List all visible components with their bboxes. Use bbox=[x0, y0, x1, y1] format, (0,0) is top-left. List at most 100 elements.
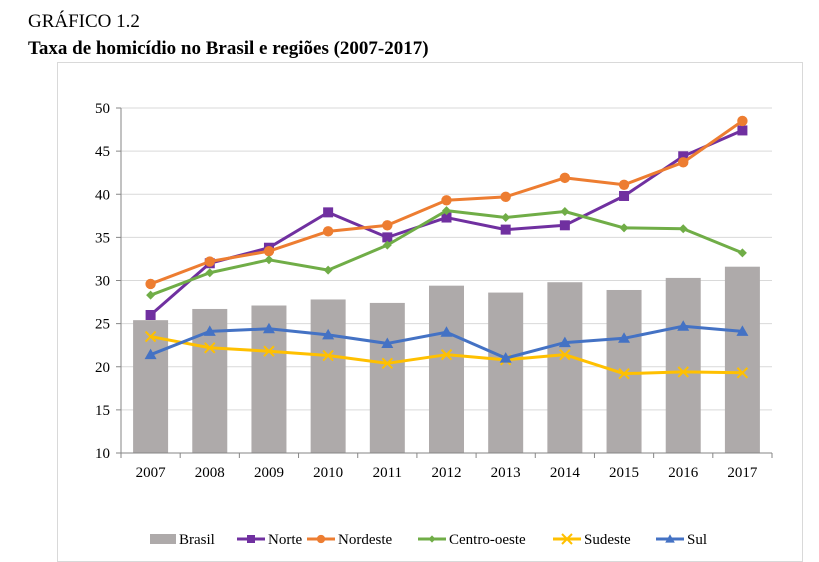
y-tick-label: 25 bbox=[95, 317, 110, 333]
y-tick-label: 15 bbox=[95, 403, 110, 419]
point-nordeste-2015 bbox=[618, 179, 630, 190]
point-sudeste-2008 bbox=[204, 342, 216, 354]
point-sul-2016 bbox=[677, 320, 690, 331]
point-centro-oeste-2016 bbox=[678, 224, 688, 234]
point-nordeste-2013 bbox=[500, 191, 511, 203]
point-nordeste-2014 bbox=[559, 172, 571, 184]
point-sudeste-2017 bbox=[736, 367, 749, 379]
bar-brasil-2013 bbox=[488, 292, 524, 453]
x-tick-label: 2016 bbox=[668, 465, 699, 481]
legend-marker-nordeste bbox=[316, 534, 326, 544]
legend-item-norte: Norte bbox=[237, 532, 302, 548]
point-sul-2011 bbox=[381, 337, 394, 348]
x-tick-label: 2008 bbox=[195, 465, 225, 481]
legend-swatch-brasil bbox=[150, 534, 176, 544]
y-axis-ticks: 10 15 20 25 30 35 40 45 50 bbox=[95, 101, 121, 462]
figure-caption: GRÁFICO 1.2 bbox=[28, 11, 140, 32]
x-tick-label: 2013 bbox=[491, 465, 521, 481]
point-norte-2007 bbox=[145, 310, 156, 320]
point-sudeste-2010 bbox=[322, 349, 334, 362]
legend-label-norte: Norte bbox=[268, 532, 302, 548]
point-sudeste-2015 bbox=[618, 367, 630, 380]
point-norte-2010 bbox=[323, 207, 334, 218]
point-nordeste-2012 bbox=[441, 195, 452, 206]
point-sudeste-2009 bbox=[263, 345, 275, 357]
bar-brasil-2011 bbox=[369, 302, 405, 453]
legend-marker-centro-oeste bbox=[428, 535, 436, 543]
point-norte-2017 bbox=[737, 125, 748, 136]
legend-label-nordeste: Nordeste bbox=[338, 532, 392, 548]
legend-item-nordeste: Nordeste bbox=[307, 532, 392, 548]
legend-marker-norte bbox=[247, 535, 255, 543]
legend: Brasil Norte Nordeste Centro-oeste Sudeste Su… bbox=[150, 532, 707, 548]
point-sul-2015 bbox=[618, 332, 631, 343]
point-nordeste-2016 bbox=[678, 157, 689, 168]
point-nordeste-2010 bbox=[322, 226, 334, 237]
x-tick-label: 2007 bbox=[136, 465, 167, 481]
legend-label-brasil: Brasil bbox=[179, 532, 215, 548]
point-sudeste-2014 bbox=[559, 348, 571, 361]
point-sul-2007 bbox=[144, 348, 157, 360]
legend-label-centro-oeste: Centro-oeste bbox=[449, 532, 526, 548]
y-tick-label: 10 bbox=[95, 446, 110, 462]
point-centro-oeste-2007 bbox=[146, 290, 156, 300]
x-tick-label: 2015 bbox=[609, 465, 639, 481]
bar-brasil-2017 bbox=[724, 266, 760, 453]
point-nordeste-2007 bbox=[145, 278, 156, 290]
legend-item-sul: Sul bbox=[656, 532, 707, 548]
point-norte-2015 bbox=[619, 190, 630, 201]
point-sul-2012 bbox=[440, 326, 453, 337]
point-centro-oeste-2010 bbox=[323, 265, 333, 275]
point-centro-oeste-2013 bbox=[501, 213, 511, 223]
point-centro-oeste-2011 bbox=[382, 240, 392, 250]
point-sul-2017 bbox=[736, 325, 749, 336]
x-tick-label: 2009 bbox=[254, 465, 284, 481]
point-sul-2014 bbox=[558, 336, 571, 348]
bar-brasil-2015 bbox=[606, 289, 642, 453]
legend-label-sudeste: Sudeste bbox=[584, 532, 631, 548]
point-sul-2009 bbox=[262, 322, 275, 334]
point-sudeste-2011 bbox=[381, 357, 394, 370]
point-sul-2013 bbox=[499, 352, 512, 363]
y-tick-label: 30 bbox=[95, 274, 110, 290]
y-tick-label: 40 bbox=[95, 187, 110, 203]
y-tick-label: 50 bbox=[95, 101, 110, 117]
point-sudeste-2007 bbox=[144, 330, 157, 343]
point-centro-oeste-2014 bbox=[560, 207, 570, 216]
bar-brasil-2016 bbox=[665, 277, 701, 453]
legend-label-sul: Sul bbox=[687, 532, 707, 548]
point-centro-oeste-2008 bbox=[205, 268, 215, 278]
x-tick-label: 2012 bbox=[432, 465, 462, 481]
y-tick-label: 20 bbox=[95, 360, 110, 376]
bar-brasil-2014 bbox=[547, 282, 583, 453]
point-nordeste-2017 bbox=[737, 115, 748, 127]
point-nordeste-2011 bbox=[382, 220, 393, 231]
bars-brasil bbox=[133, 266, 760, 453]
point-norte-2013 bbox=[500, 224, 511, 235]
legend-marker-sudeste bbox=[561, 533, 573, 545]
point-centro-oeste-2009 bbox=[264, 255, 274, 265]
series-nordeste bbox=[145, 115, 748, 290]
point-norte-2011 bbox=[382, 232, 393, 243]
point-norte-2016 bbox=[678, 151, 689, 162]
point-norte-2014 bbox=[559, 220, 570, 231]
point-centro-oeste-2015 bbox=[619, 223, 629, 233]
point-nordeste-2008 bbox=[204, 256, 215, 267]
y-tick-label: 35 bbox=[95, 230, 110, 246]
series-sudeste bbox=[144, 330, 749, 380]
line-series bbox=[144, 115, 749, 380]
point-sul-2010 bbox=[322, 328, 335, 340]
point-sudeste-2012 bbox=[440, 348, 453, 361]
point-centro-oeste-2012 bbox=[442, 206, 451, 216]
chart-title: Taxa de homicídio no Brasil e regiões (2… bbox=[28, 38, 429, 59]
x-tick-label: 2017 bbox=[727, 465, 758, 481]
bar-brasil-2010 bbox=[310, 299, 346, 453]
series-centro-oeste bbox=[146, 206, 747, 300]
legend-item-sudeste: Sudeste bbox=[553, 532, 631, 548]
line-centro-oeste bbox=[150, 209, 743, 297]
x-tick-label: 2011 bbox=[373, 465, 402, 481]
x-axis-ticks: 2007 2008 2009 2010 2011 2012 2013 2014 2015 2016… bbox=[120, 453, 773, 481]
legend-item-brasil: Brasil bbox=[150, 532, 215, 548]
bar-brasil-2007 bbox=[133, 320, 169, 453]
